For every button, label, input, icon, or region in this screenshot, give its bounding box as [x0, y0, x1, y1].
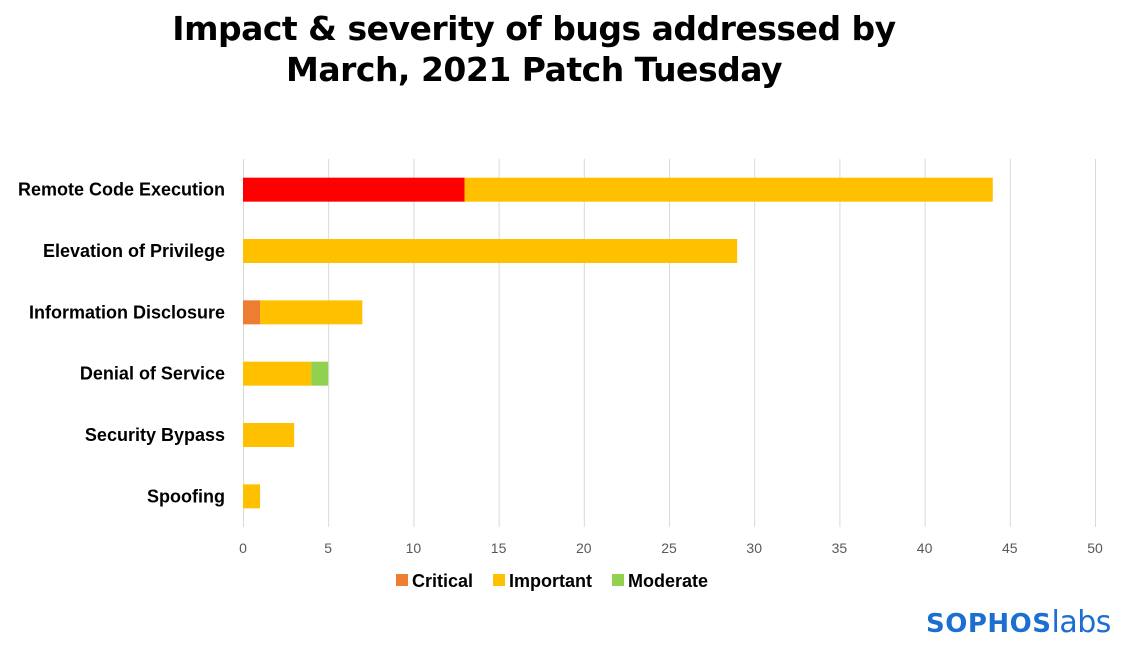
bar-denial-of-service-important [243, 361, 312, 386]
bar-remote-code-execution-important [464, 177, 993, 202]
x-tick-label: 0 [239, 540, 247, 556]
chart-title-line-2: March, 2021 Patch Tuesday [286, 50, 782, 89]
legend-label-critical: Critical [412, 571, 473, 591]
category-labels: Spoofing Security Bypass Denial of Service… [18, 180, 225, 507]
bars [243, 177, 993, 509]
bar-spoofing-important [243, 484, 261, 509]
x-tick-label: 45 [1002, 540, 1018, 556]
x-tick-label: 50 [1087, 540, 1103, 556]
category-label-denial-of-service: Denial of Service [80, 364, 225, 384]
category-label-security-bypass: Security Bypass [85, 425, 225, 445]
legend-label-important: Important [509, 571, 592, 591]
bar-remote-code-execution-critical [243, 177, 465, 202]
legend: Critical Important Moderate [396, 571, 708, 591]
bar-information-disclosure-important [260, 300, 363, 325]
x-tick-label: 40 [917, 540, 933, 556]
category-label-remote-code-execution: Remote Code Execution [18, 180, 225, 200]
x-tick-label: 15 [491, 540, 507, 556]
x-tick-label: 30 [746, 540, 762, 556]
category-label-elevation-of-privilege: Elevation of Privilege [43, 241, 225, 261]
bar-information-disclosure-critical [243, 300, 261, 325]
logo-sophos-text: SOPHOS [926, 609, 1052, 639]
bar-denial-of-service-moderate [311, 361, 329, 386]
x-tick-label: 25 [661, 540, 677, 556]
legend-label-moderate: Moderate [628, 571, 708, 591]
gridlines [243, 159, 1096, 527]
x-tick-labels: 0 5 10 15 20 25 30 35 40 45 50 [239, 540, 1103, 556]
bar-elevation-of-privilege-important [243, 239, 738, 263]
sophoslabs-logo: SOPHOSlabs [926, 603, 1111, 647]
bar-security-bypass-important [243, 423, 295, 447]
logo-labs-text: labs [1051, 605, 1111, 640]
legend-swatch-moderate [612, 574, 625, 586]
x-tick-label: 20 [576, 540, 592, 556]
x-tick-label: 35 [832, 540, 848, 556]
chart-title-line-1: Impact & severity of bugs addressed by [172, 9, 896, 48]
x-tick-label: 10 [406, 540, 422, 556]
legend-swatch-critical [396, 574, 408, 586]
x-tick-label: 5 [324, 540, 332, 556]
legend-swatch-important [493, 574, 506, 586]
category-label-spoofing: Spoofing [147, 486, 225, 506]
category-label-information-disclosure: Information Disclosure [29, 302, 225, 322]
chart-title: Impact & severity of bugs addressed by M… [0, 8, 1068, 90]
